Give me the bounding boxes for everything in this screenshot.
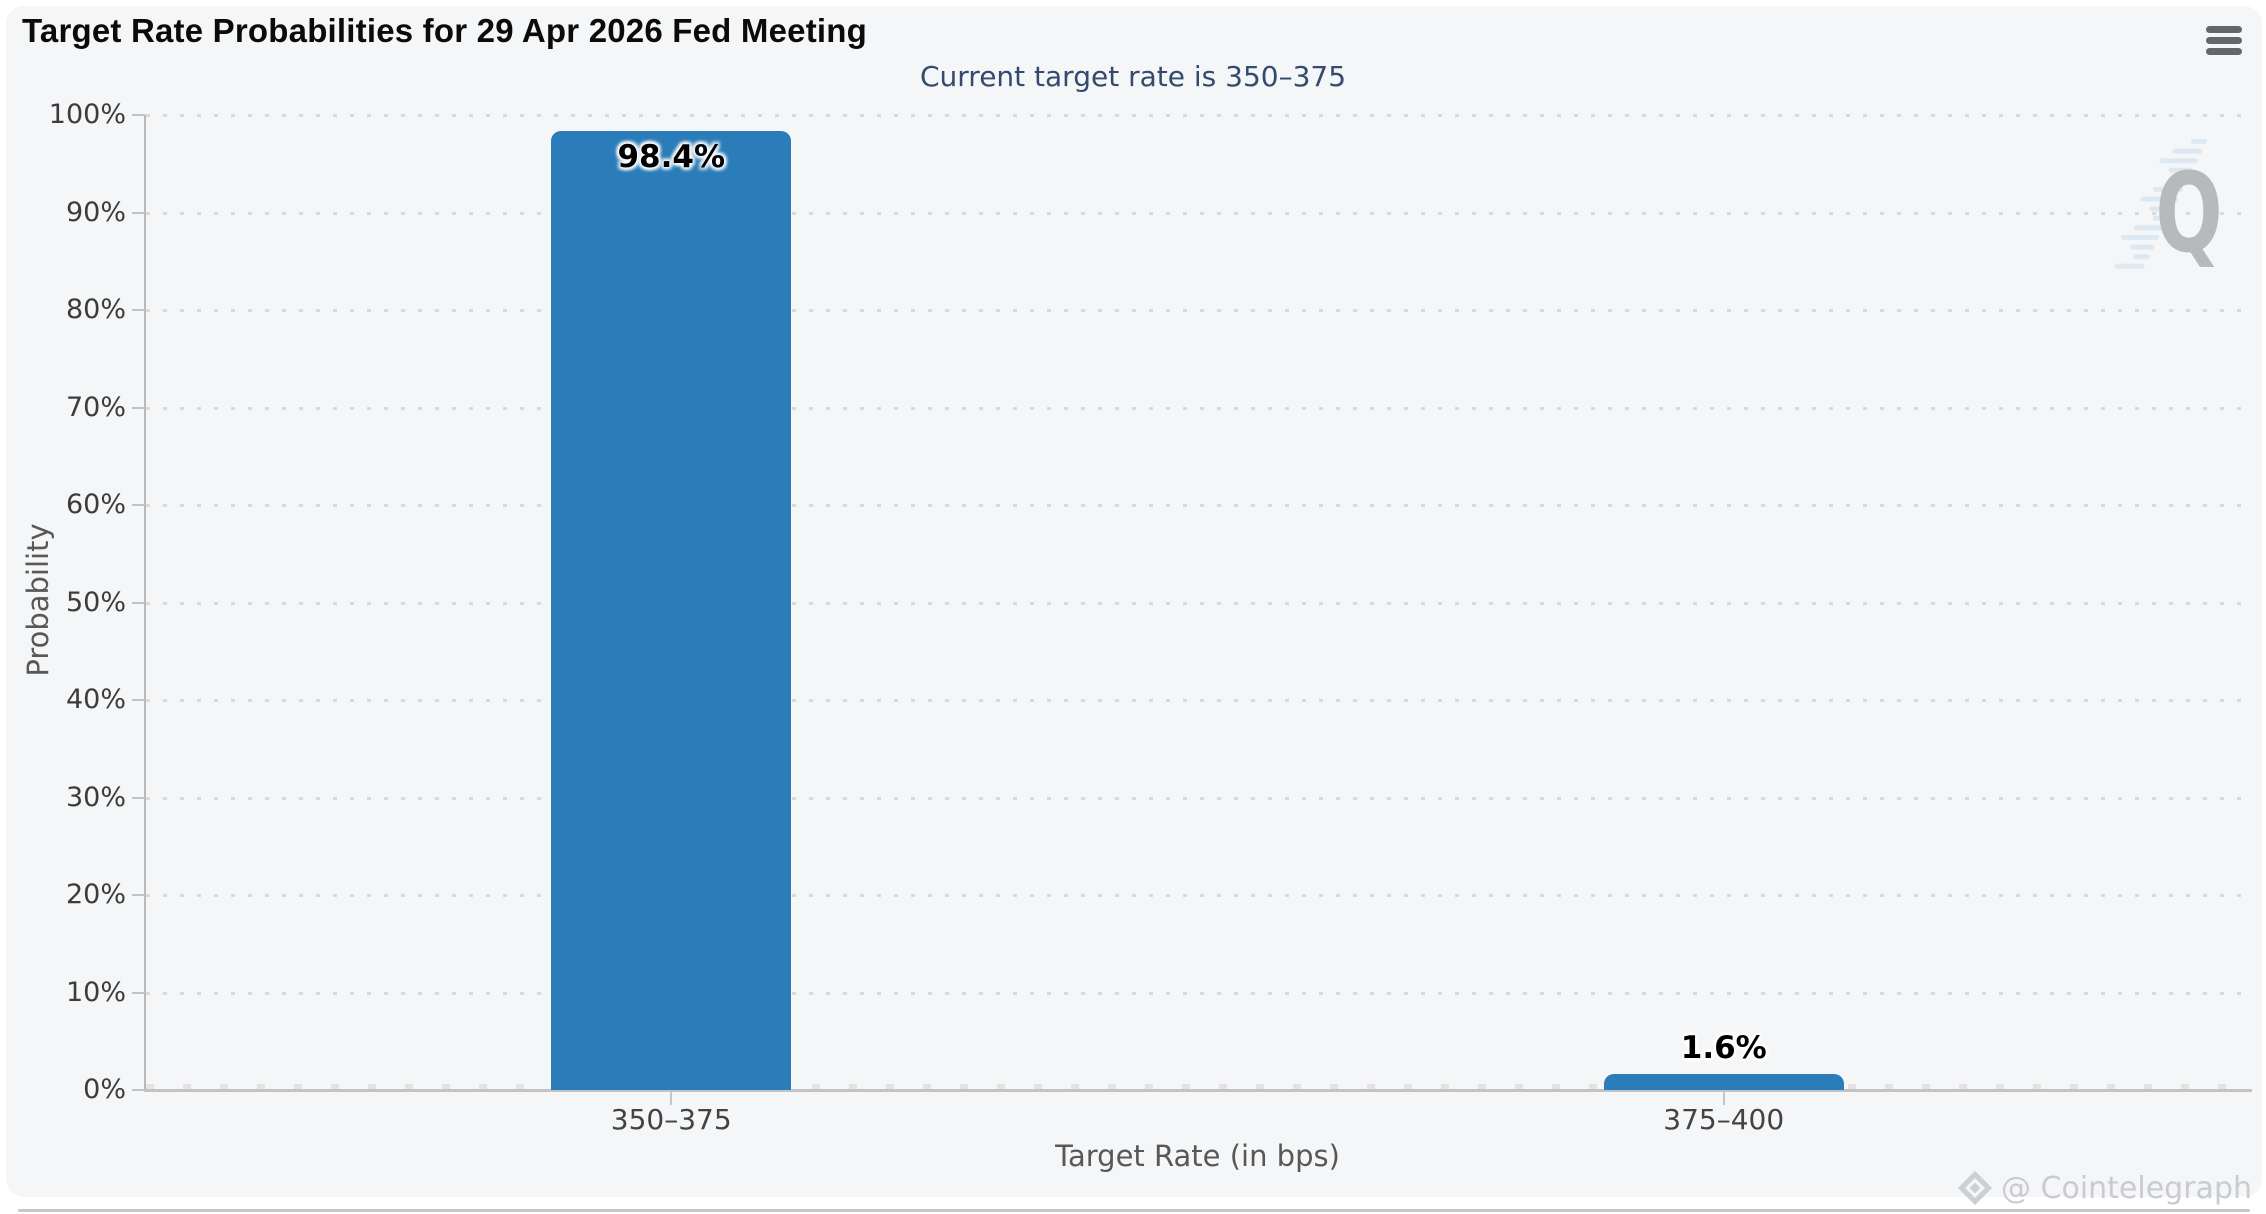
- y-tick-label: 20%: [65, 879, 126, 910]
- cointelegraph-diamond-icon: [1957, 1170, 1993, 1206]
- x-axis-minor-ticks: [146, 1084, 2250, 1089]
- credit-text: @ Cointelegraph: [2000, 1170, 2252, 1206]
- y-gridline: [146, 699, 2250, 702]
- bar-value-label: 1.6%: [1680, 1030, 1767, 1067]
- y-tick-label: 10%: [65, 976, 126, 1008]
- y-tick-label: 90%: [65, 196, 126, 228]
- hamburger-bar: [2206, 37, 2242, 44]
- y-tick-mark: [132, 796, 145, 799]
- x-tick-label: 375–400: [1663, 1103, 1785, 1136]
- y-axis-title: Probability: [21, 523, 55, 677]
- x-axis-title: Target Rate (in bps): [1055, 1139, 1340, 1173]
- y-tick-mark: [132, 211, 145, 214]
- y-tick-label: 60%: [65, 489, 126, 520]
- y-tick-label: 100%: [48, 99, 126, 130]
- y-gridline: [146, 796, 2250, 800]
- y-tick-label: 30%: [65, 781, 126, 813]
- q-logo-letter: Q: [2155, 149, 2222, 278]
- x-axis-line: [144, 1089, 2252, 1092]
- y-gridline: [146, 991, 2250, 995]
- y-tick-label: 70%: [65, 391, 126, 423]
- y-tick-label: 40%: [65, 684, 126, 715]
- x-tick-label: 350–375: [610, 1103, 732, 1136]
- y-tick-label: 80%: [65, 294, 126, 325]
- chart-subtitle: Current target rate is 350–375: [919, 60, 1347, 93]
- y-tick-mark: [132, 309, 145, 311]
- y-gridline: [146, 894, 2250, 897]
- y-tick-mark: [132, 699, 145, 701]
- y-tick-mark: [132, 1089, 145, 1091]
- cointelegraph-watermark: @ Cointelegraph: [1957, 1170, 2252, 1206]
- y-tick-mark: [132, 894, 145, 896]
- bar[interactable]: [551, 130, 792, 1090]
- x-tick-mark: [670, 1092, 673, 1105]
- q-logo-stripes: [2114, 139, 2207, 269]
- y-tick-label: 0%: [83, 1074, 126, 1105]
- y-tick-label: 50%: [65, 586, 126, 618]
- q-logo-watermark: Q: [2114, 139, 2223, 278]
- y-tick-mark: [132, 406, 145, 409]
- y-gridline: [146, 309, 2250, 312]
- y-tick-mark: [132, 601, 145, 604]
- bar-value-label: 98.4%: [617, 138, 726, 175]
- bottom-border-line: [18, 1209, 2250, 1212]
- y-gridline: [146, 211, 2250, 215]
- hamburger-bar: [2206, 26, 2242, 33]
- bar[interactable]: [1603, 1074, 1844, 1090]
- y-gridline: [146, 406, 2250, 410]
- y-gridline: [146, 601, 2250, 605]
- hamburger-menu-icon[interactable]: [2206, 26, 2242, 55]
- hamburger-bar: [2206, 48, 2242, 55]
- y-tick-mark: [132, 504, 145, 506]
- y-tick-mark: [132, 991, 145, 994]
- x-tick-mark: [1722, 1092, 1725, 1105]
- y-gridline: [146, 504, 2250, 507]
- y-tick-mark: [132, 114, 145, 116]
- y-axis-line: [144, 115, 146, 1090]
- page-title: Target Rate Probabilities for 29 Apr 202…: [22, 12, 867, 49]
- y-gridline: [146, 114, 2250, 117]
